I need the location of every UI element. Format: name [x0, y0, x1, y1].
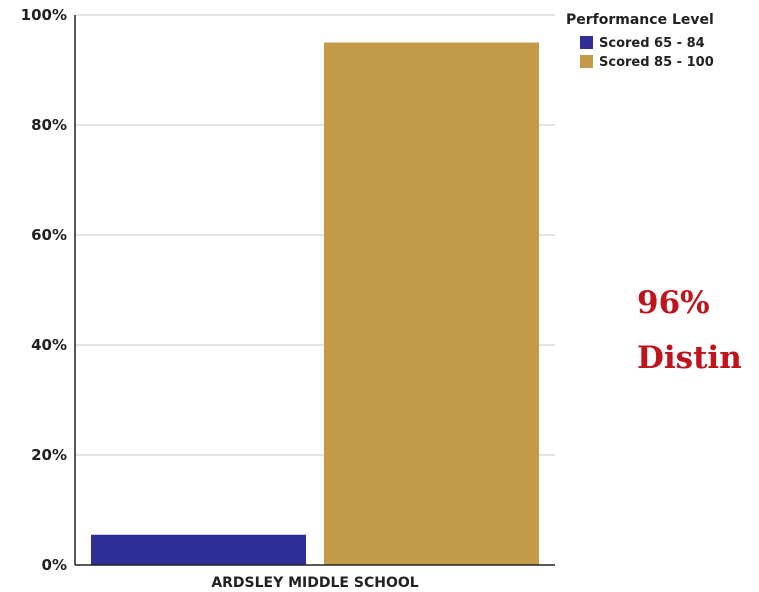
legend-swatch — [580, 36, 593, 49]
y-tick-label: 0% — [42, 556, 67, 574]
y-tick-label: 60% — [31, 226, 67, 244]
y-tick-label: 40% — [31, 336, 67, 354]
y-axis-ticks: 0% 20% 40% 60% 80% 100% — [21, 6, 67, 574]
legend-label: Scored 65 - 84 — [599, 36, 705, 51]
bars — [91, 42, 539, 565]
legend: Performance Level Scored 65 - 84 Scored 85… — [566, 12, 714, 70]
legend-title: Performance Level — [566, 12, 714, 28]
legend-label: Scored 85 - 100 — [599, 55, 714, 70]
legend-swatch — [580, 55, 593, 68]
bar — [91, 534, 306, 565]
x-category-label: ARDSLEY MIDDLE SCHOOL — [211, 575, 418, 591]
y-tick-label: 80% — [31, 116, 67, 134]
bar — [324, 42, 539, 565]
x-axis-labels: ARDSLEY MIDDLE SCHOOL — [211, 575, 418, 591]
y-tick-label: 100% — [21, 6, 67, 24]
annotation-percent: 96% — [637, 285, 710, 321]
axes — [74, 15, 555, 566]
annotation-distinction: Distin — [637, 340, 742, 376]
y-tick-label: 20% — [31, 446, 67, 464]
